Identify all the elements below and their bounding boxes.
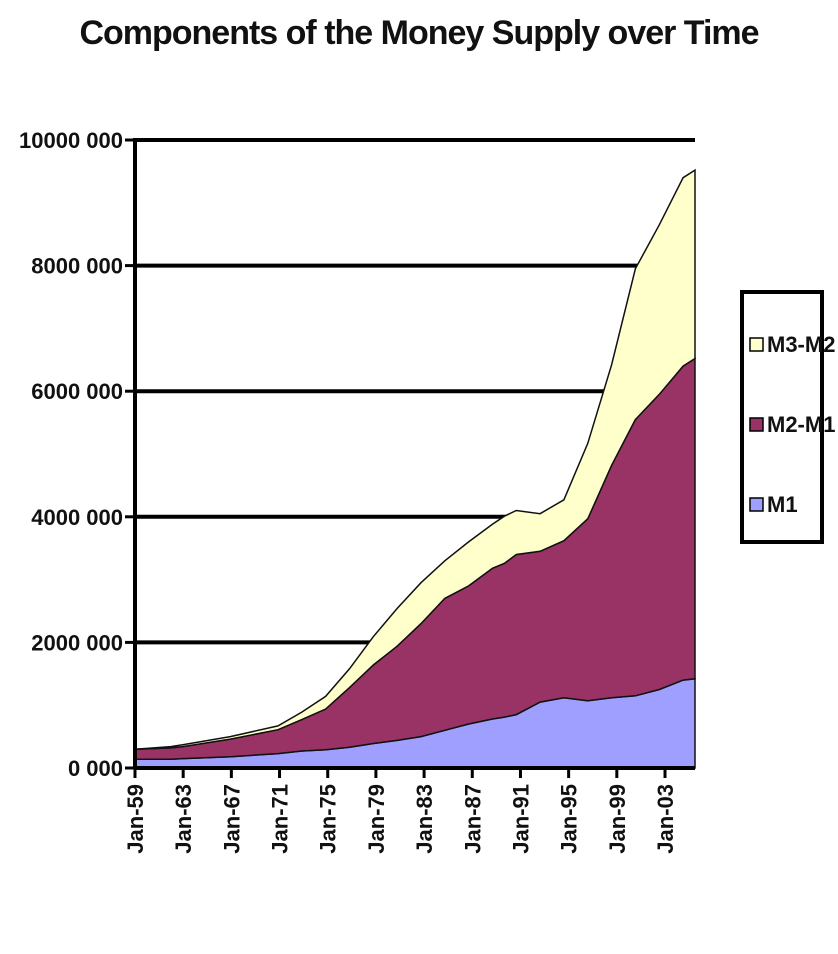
legend: M3-M2 M2-M1 M1 (740, 290, 835, 544)
x-tick-label: Jan-87 (460, 784, 485, 854)
legend-swatch (749, 417, 764, 432)
legend-label: M1 (767, 492, 798, 517)
x-axis-ticks: Jan-59 Jan-63 Jan-67 Jan-71 Jan-75 Jan-79 Jan-… (123, 768, 678, 854)
x-tick-label: Jan-95 (557, 784, 582, 854)
y-axis-ticks: 0 000 2000 000 4000 000 6000 000 8000 000 100… (19, 128, 135, 781)
x-tick-label: Jan-63 (171, 784, 196, 854)
x-tick-label: Jan-59 (123, 784, 148, 854)
axes (133, 138, 695, 770)
x-tick-label: Jan-71 (268, 784, 293, 854)
x-tick-label: Jan-91 (508, 784, 533, 854)
area-m3-m2 (134, 168, 696, 750)
legend-swatch (749, 337, 764, 352)
x-tick-label: Jan-79 (364, 784, 389, 854)
x-tick-label: Jan-99 (605, 784, 630, 854)
y-tick-label: 2000 000 (31, 630, 123, 655)
x-tick-label: Jan-75 (316, 784, 341, 854)
legend-label: M2-M1 (767, 412, 835, 437)
x-tick-label: Jan-03 (653, 784, 678, 854)
y-tick-label: 4000 000 (31, 505, 123, 530)
y-tick-label: 10000 000 (19, 128, 123, 153)
y-tick-label: 8000 000 (31, 254, 123, 279)
legend-swatch (749, 497, 764, 512)
y-tick-label: 6000 000 (31, 379, 123, 404)
y-tick-label: 0 000 (68, 756, 123, 781)
legend-label: M3-M2 (767, 332, 835, 357)
chart-title: Components of the Money Supply over Time (79, 14, 759, 52)
x-tick-label: Jan-67 (219, 784, 244, 854)
x-tick-label: Jan-83 (412, 784, 437, 854)
